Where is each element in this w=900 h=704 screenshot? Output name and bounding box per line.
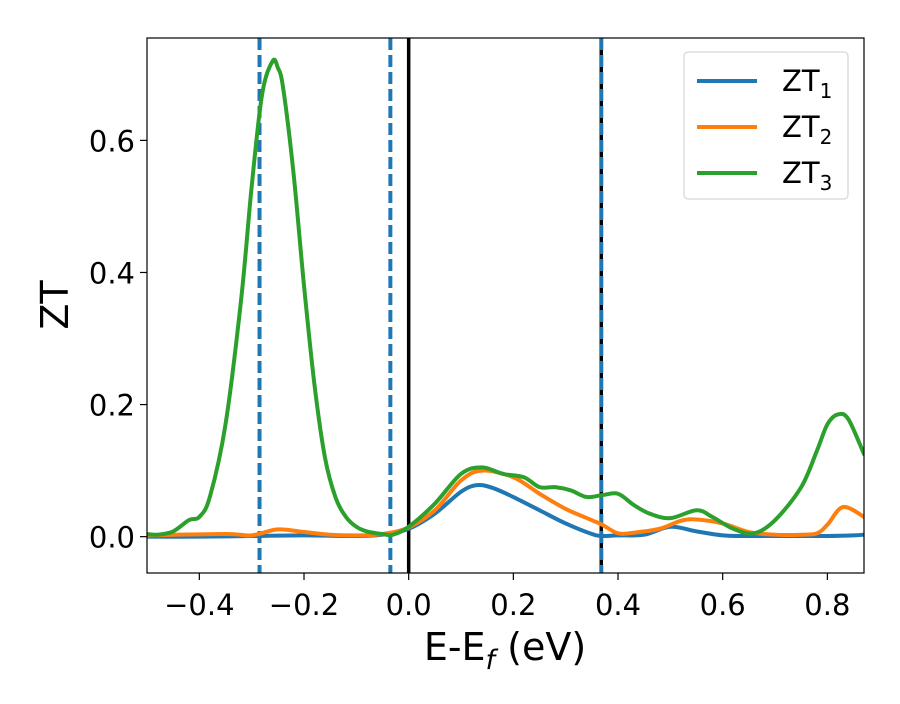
x-tick-label: −0.4 bbox=[164, 588, 234, 622]
x-tick-label: 0.8 bbox=[804, 588, 850, 622]
y-tick-label: 0.4 bbox=[89, 256, 135, 290]
x-axis-label: E-Ef (eV) bbox=[424, 625, 586, 676]
x-tick-label: 0.4 bbox=[595, 588, 641, 622]
reference-lines bbox=[257, 38, 604, 573]
x-tick-label: 0.0 bbox=[386, 588, 432, 622]
plot-frame bbox=[146, 37, 865, 574]
x-tick-label: −0.2 bbox=[269, 588, 339, 622]
y-tick-label: 0.0 bbox=[89, 521, 135, 555]
legend-frame bbox=[683, 51, 849, 200]
x-tick-label: 0.2 bbox=[490, 588, 536, 622]
y-axis-ticks: 0.0 0.2 0.4 0.6 bbox=[89, 124, 147, 555]
legend-label-zt2: ZT2 bbox=[782, 110, 832, 149]
y-tick-label: 0.6 bbox=[89, 124, 135, 158]
legend: ZT1 ZT2 ZT3 bbox=[683, 51, 849, 200]
y-axis-label: ZT bbox=[33, 280, 77, 330]
series-line-zt2 bbox=[147, 468, 864, 538]
series-line-zt1 bbox=[147, 482, 864, 539]
legend-label-zt3: ZT3 bbox=[782, 156, 832, 195]
x-axis-ticks: −0.4 −0.2 0.0 0.2 0.4 0.6 0.8 bbox=[164, 573, 850, 622]
x-tick-label: 0.6 bbox=[700, 588, 746, 622]
y-tick-label: 0.2 bbox=[89, 389, 135, 423]
series-layer bbox=[147, 57, 864, 539]
series-line-zt3 bbox=[147, 57, 864, 538]
legend-label-zt1: ZT1 bbox=[782, 64, 832, 103]
